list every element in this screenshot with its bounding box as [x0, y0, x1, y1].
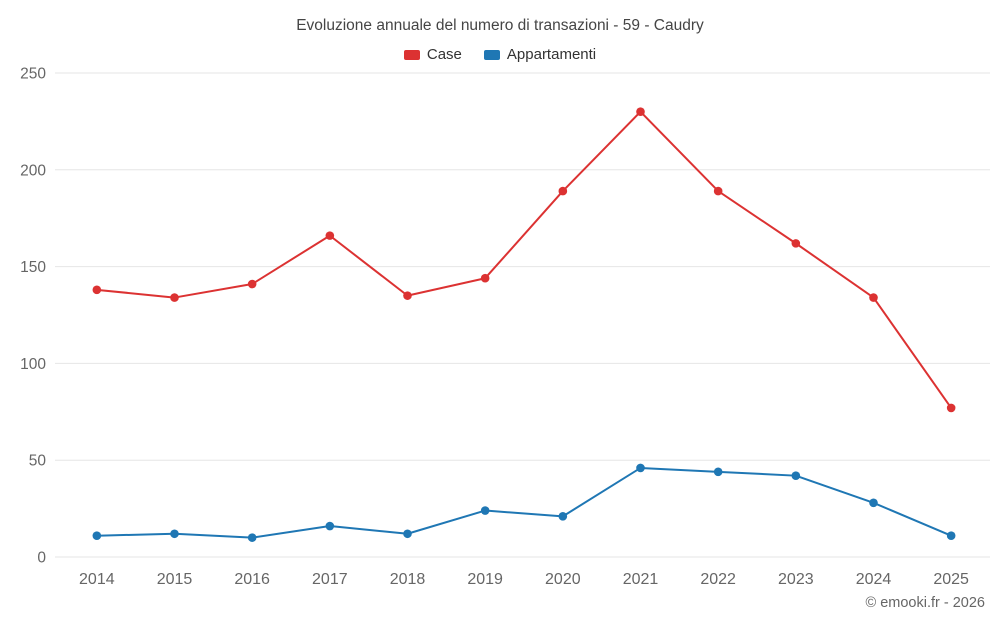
x-axis-tick-label: 2024	[856, 571, 892, 588]
x-axis-tick-label: 2019	[467, 571, 503, 588]
y-axis-tick-label: 250	[20, 66, 46, 83]
data-point-case[interactable]	[636, 107, 645, 117]
y-axis-tick-label: 150	[20, 259, 46, 276]
chart-title: Evoluzione annuale del numero di transaz…	[296, 17, 704, 34]
legend-item-case[interactable]: Case	[403, 46, 462, 63]
x-axis-tick-label: 2015	[157, 571, 193, 588]
data-point-case[interactable]	[869, 293, 878, 302]
x-axis-tick-label: 2016	[234, 571, 270, 588]
data-point-appartamenti[interactable]	[92, 531, 102, 541]
legend-marker-case-icon	[403, 49, 420, 60]
data-point-case[interactable]	[170, 293, 179, 302]
y-axis-tick-label: 200	[20, 162, 46, 179]
data-point-appartamenti[interactable]	[946, 531, 956, 541]
x-axis-tick-label: 2021	[623, 571, 659, 588]
x-axis-tick-label: 2022	[700, 571, 736, 588]
data-point-appartamenti[interactable]	[170, 529, 179, 539]
data-point-case[interactable]	[946, 403, 956, 413]
data-point-case[interactable]	[791, 239, 801, 248]
series-line-case	[95, 110, 953, 409]
data-point-case[interactable]	[713, 186, 723, 196]
data-point-case[interactable]	[403, 291, 412, 300]
x-axis-tick-label: 2023	[778, 571, 814, 588]
data-point-appartamenti[interactable]	[791, 471, 801, 480]
legend-item-appartamenti[interactable]: Appartamenti	[483, 46, 597, 63]
x-axis-tick-label: 2014	[79, 571, 115, 588]
legend-label-appartamenti: Appartamenti	[506, 46, 597, 63]
legend-marker-appartamenti-icon	[483, 49, 500, 60]
data-point-case[interactable]	[325, 231, 335, 240]
x-axis-tick-label: 2020	[545, 571, 581, 588]
data-point-appartamenti[interactable]	[869, 498, 878, 508]
x-axis-tick-label: 2017	[312, 571, 348, 588]
y-axis-tick-label: 100	[20, 356, 46, 373]
y-axis-tick-label: 50	[29, 453, 47, 470]
copyright-text: © emooki.fr - 2026	[865, 595, 985, 611]
data-point-appartamenti[interactable]	[403, 529, 412, 539]
data-point-appartamenti[interactable]	[247, 533, 257, 542]
series-line-appartamenti	[95, 466, 953, 539]
y-axis-tick-label: 0	[37, 550, 46, 567]
x-axis-tick-label: 2025	[933, 571, 969, 588]
data-point-case[interactable]	[247, 279, 257, 289]
legend-label-case: Case	[426, 46, 462, 63]
data-point-case[interactable]	[480, 273, 490, 283]
data-point-appartamenti[interactable]	[713, 467, 723, 477]
data-point-appartamenti[interactable]	[325, 521, 335, 531]
data-point-case[interactable]	[92, 285, 102, 295]
data-point-appartamenti[interactable]	[636, 463, 645, 473]
x-axis-tick-label: 2018	[390, 571, 426, 588]
legend: Case Appartamenti	[0, 46, 1000, 63]
data-point-appartamenti[interactable]	[558, 512, 568, 521]
data-point-case[interactable]	[558, 186, 568, 196]
data-point-appartamenti[interactable]	[480, 506, 490, 515]
